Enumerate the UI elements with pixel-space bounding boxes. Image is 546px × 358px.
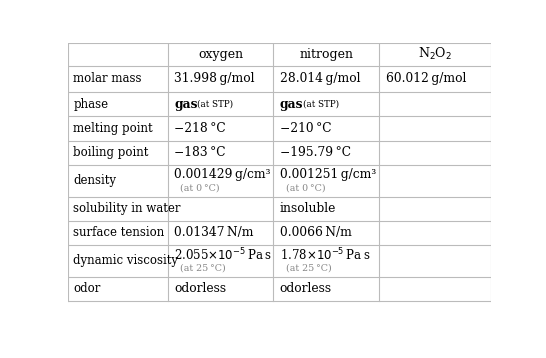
Text: melting point: melting point [73,122,153,135]
Text: oxygen: oxygen [198,48,243,61]
Text: 0.0066 N/m: 0.0066 N/m [280,226,352,240]
Text: 0.001251 g/cm³: 0.001251 g/cm³ [280,169,376,182]
Text: 60.012 g/mol: 60.012 g/mol [385,72,466,85]
Text: (at 25 °C): (at 25 °C) [180,263,226,272]
Text: gas: gas [174,98,198,111]
Text: (at STP): (at STP) [303,100,339,109]
Text: nitrogen: nitrogen [299,48,353,61]
Text: molar mass: molar mass [73,72,142,85]
Text: 1.78$\times$$10^{-5}$ Pa s: 1.78$\times$$10^{-5}$ Pa s [280,247,370,263]
Text: 0.001429 g/cm³: 0.001429 g/cm³ [174,169,270,182]
Text: (at 0 °C): (at 0 °C) [180,183,220,192]
Text: odorless: odorless [174,282,226,295]
Text: −183 °C: −183 °C [174,146,225,159]
Text: phase: phase [73,98,109,111]
Text: solubility in water: solubility in water [73,202,181,215]
Text: 2.055$\times$$10^{-5}$ Pa s: 2.055$\times$$10^{-5}$ Pa s [174,247,272,263]
Text: gas: gas [280,98,304,111]
Text: 31.998 g/mol: 31.998 g/mol [174,72,254,85]
Text: −195.79 °C: −195.79 °C [280,146,351,159]
Text: dynamic viscosity: dynamic viscosity [73,255,179,267]
Text: (at STP): (at STP) [197,100,234,109]
Text: surface tension: surface tension [73,226,164,240]
Text: odorless: odorless [280,282,332,295]
Text: (at 25 °C): (at 25 °C) [286,263,332,272]
Text: −210 °C: −210 °C [280,122,331,135]
Text: insoluble: insoluble [280,202,336,215]
Text: (at 0 °C): (at 0 °C) [286,183,326,192]
Text: 28.014 g/mol: 28.014 g/mol [280,72,360,85]
Text: boiling point: boiling point [73,146,149,159]
Text: N$_2$O$_2$: N$_2$O$_2$ [418,46,452,62]
Text: density: density [73,174,116,187]
Text: 0.01347 N/m: 0.01347 N/m [174,226,253,240]
Text: odor: odor [73,282,100,295]
Text: −218 °C: −218 °C [174,122,225,135]
